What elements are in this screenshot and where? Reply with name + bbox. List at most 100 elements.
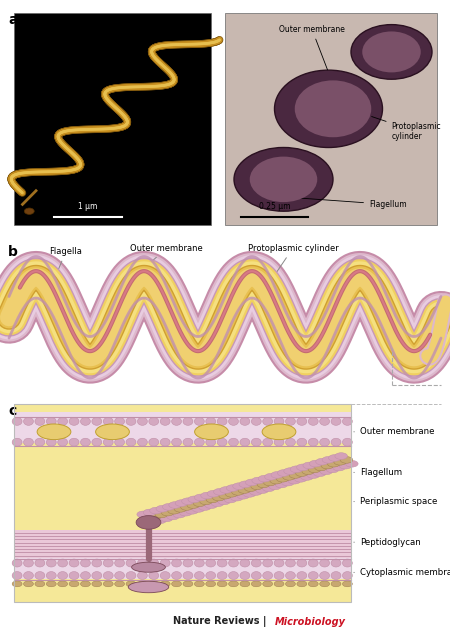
Ellipse shape	[240, 581, 250, 587]
Ellipse shape	[250, 156, 317, 202]
Ellipse shape	[234, 147, 333, 212]
Ellipse shape	[162, 504, 175, 510]
Text: Protoplasmic cylinder: Protoplasmic cylinder	[248, 244, 338, 279]
Ellipse shape	[126, 581, 136, 587]
Ellipse shape	[256, 487, 269, 494]
Ellipse shape	[171, 572, 181, 579]
Ellipse shape	[265, 474, 277, 480]
Ellipse shape	[362, 31, 421, 72]
Ellipse shape	[92, 572, 102, 579]
Ellipse shape	[194, 500, 206, 506]
Ellipse shape	[194, 494, 207, 501]
Ellipse shape	[217, 572, 227, 579]
Ellipse shape	[274, 581, 284, 587]
Ellipse shape	[160, 417, 170, 426]
Ellipse shape	[186, 508, 198, 514]
Ellipse shape	[314, 470, 326, 476]
Ellipse shape	[173, 512, 186, 518]
Ellipse shape	[155, 511, 167, 518]
Ellipse shape	[240, 572, 250, 579]
Ellipse shape	[137, 572, 147, 579]
Ellipse shape	[69, 572, 79, 579]
Ellipse shape	[126, 417, 136, 426]
Ellipse shape	[290, 466, 303, 472]
Ellipse shape	[308, 581, 318, 587]
Ellipse shape	[58, 581, 68, 587]
Ellipse shape	[171, 559, 181, 567]
Ellipse shape	[205, 502, 218, 508]
Ellipse shape	[81, 581, 90, 587]
Ellipse shape	[148, 519, 160, 526]
Ellipse shape	[58, 559, 68, 567]
Bar	[14, 13, 211, 225]
Ellipse shape	[187, 502, 199, 508]
Ellipse shape	[183, 581, 193, 587]
Ellipse shape	[206, 581, 216, 587]
Ellipse shape	[240, 417, 250, 426]
Ellipse shape	[224, 496, 237, 503]
Ellipse shape	[262, 485, 275, 492]
Text: Microbiology: Microbiology	[274, 617, 346, 627]
Ellipse shape	[217, 438, 227, 446]
Ellipse shape	[175, 500, 188, 506]
Ellipse shape	[92, 417, 102, 426]
Ellipse shape	[283, 474, 295, 480]
Ellipse shape	[192, 506, 205, 512]
Ellipse shape	[206, 417, 216, 426]
Ellipse shape	[229, 572, 238, 579]
Ellipse shape	[230, 494, 243, 501]
Ellipse shape	[240, 438, 250, 446]
Ellipse shape	[229, 581, 238, 587]
Ellipse shape	[160, 572, 170, 579]
Ellipse shape	[289, 472, 302, 478]
Ellipse shape	[171, 438, 181, 446]
Ellipse shape	[309, 460, 322, 467]
Ellipse shape	[239, 481, 252, 488]
Text: Outer membrane: Outer membrane	[279, 25, 345, 70]
Ellipse shape	[301, 474, 313, 480]
Ellipse shape	[149, 581, 159, 587]
Ellipse shape	[285, 581, 295, 587]
Ellipse shape	[308, 572, 318, 579]
Ellipse shape	[316, 458, 328, 465]
Ellipse shape	[103, 581, 113, 587]
Ellipse shape	[58, 438, 68, 446]
Ellipse shape	[194, 572, 204, 579]
Text: Flagella: Flagella	[46, 247, 82, 299]
Ellipse shape	[46, 559, 56, 567]
Ellipse shape	[143, 509, 156, 516]
Ellipse shape	[183, 559, 193, 567]
Ellipse shape	[148, 513, 161, 520]
Ellipse shape	[334, 458, 346, 465]
Ellipse shape	[264, 479, 276, 486]
Ellipse shape	[220, 487, 233, 494]
Ellipse shape	[252, 438, 261, 446]
Ellipse shape	[243, 490, 256, 497]
Text: Peptidoglycan: Peptidoglycan	[354, 538, 421, 547]
Ellipse shape	[12, 572, 22, 579]
Ellipse shape	[217, 581, 227, 587]
Ellipse shape	[274, 417, 284, 426]
Ellipse shape	[180, 510, 192, 516]
Ellipse shape	[12, 438, 22, 446]
Ellipse shape	[351, 24, 432, 79]
Ellipse shape	[263, 417, 273, 426]
Ellipse shape	[12, 581, 22, 587]
Ellipse shape	[126, 438, 136, 446]
Ellipse shape	[35, 417, 45, 426]
Ellipse shape	[297, 464, 309, 470]
Ellipse shape	[263, 438, 273, 446]
Ellipse shape	[342, 559, 352, 567]
Ellipse shape	[297, 559, 307, 567]
Ellipse shape	[342, 417, 352, 426]
Ellipse shape	[284, 468, 297, 474]
Ellipse shape	[263, 581, 273, 587]
Ellipse shape	[320, 572, 329, 579]
Ellipse shape	[200, 498, 212, 504]
Ellipse shape	[12, 559, 22, 567]
Ellipse shape	[217, 417, 227, 426]
Ellipse shape	[294, 476, 307, 482]
Ellipse shape	[35, 438, 45, 446]
Ellipse shape	[149, 438, 159, 446]
Ellipse shape	[229, 438, 238, 446]
